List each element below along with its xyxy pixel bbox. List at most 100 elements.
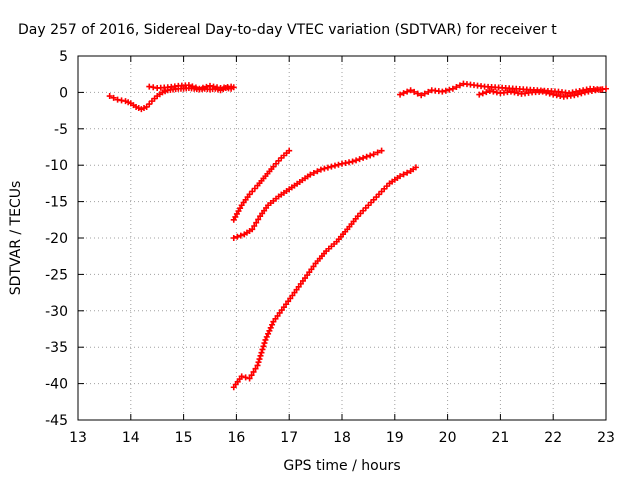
- data-point-marker: [267, 324, 274, 331]
- y-tick-label: -40: [45, 377, 68, 393]
- series-4: [230, 164, 419, 391]
- data-point-marker: [356, 156, 363, 163]
- series-6: [476, 85, 609, 100]
- y-tick-label: 5: [59, 49, 68, 65]
- x-tick-label: 13: [69, 430, 87, 446]
- series-3: [230, 147, 385, 241]
- data-point-marker: [571, 92, 578, 99]
- x-tick-label: 23: [597, 430, 615, 446]
- data-point-marker: [400, 90, 407, 97]
- data-point-marker: [248, 372, 255, 379]
- data-point-marker: [265, 330, 272, 337]
- data-point-marker: [425, 88, 432, 95]
- data-point-marker: [546, 90, 553, 97]
- data-point-marker: [397, 91, 404, 98]
- y-tick-label: 0: [59, 85, 68, 101]
- series-1: [146, 82, 235, 92]
- x-tick-label: 16: [227, 430, 245, 446]
- data-point-marker: [324, 164, 331, 171]
- data-point-marker: [453, 84, 460, 91]
- data-point-marker: [237, 232, 244, 239]
- x-tick-label: 14: [122, 430, 140, 446]
- data-point-marker: [483, 89, 490, 96]
- data-point-marker: [374, 149, 381, 156]
- data-point-marker: [258, 349, 265, 356]
- data-point-marker: [328, 163, 335, 170]
- data-point-marker: [234, 233, 241, 240]
- data-series: [106, 80, 609, 391]
- data-point-marker: [449, 85, 456, 92]
- data-point-marker: [238, 373, 245, 380]
- data-point-marker: [310, 169, 317, 176]
- data-point-marker: [418, 92, 425, 99]
- data-point-marker: [192, 84, 199, 91]
- data-point-marker: [286, 147, 293, 154]
- data-point-marker: [257, 352, 264, 359]
- data-point-marker: [242, 374, 249, 381]
- y-tick-label: -25: [45, 267, 68, 283]
- data-point-marker: [185, 82, 192, 89]
- data-point-marker: [230, 235, 237, 241]
- data-point-marker: [439, 88, 446, 95]
- data-point-marker: [203, 83, 210, 90]
- x-tick-label: 17: [280, 430, 298, 446]
- data-point-marker: [253, 219, 260, 226]
- data-point-marker: [252, 365, 259, 372]
- data-point-marker: [446, 86, 453, 93]
- data-point-marker: [397, 173, 404, 180]
- x-tick-label: 20: [439, 430, 457, 446]
- y-tick-label: -10: [45, 158, 68, 174]
- data-point-marker: [259, 346, 266, 353]
- data-point-marker: [307, 171, 314, 178]
- data-point-marker: [367, 152, 374, 159]
- data-point-marker: [314, 168, 321, 175]
- axis-ticks: 13 14 15 16 17 18 19 20 21 22 23 5 0 -5 -10 -15 -20 -25 -3…: [45, 49, 615, 446]
- x-tick-label: 22: [544, 430, 562, 446]
- chart-title: Day 257 of 2016, Sidereal Day-to-day VTE…: [18, 22, 557, 38]
- data-point-marker: [404, 169, 411, 176]
- data-point-marker: [378, 147, 385, 154]
- data-point-marker: [249, 226, 256, 233]
- x-tick-label: 21: [491, 430, 509, 446]
- data-point-marker: [360, 154, 367, 161]
- data-point-marker: [269, 321, 276, 328]
- data-point-marker: [266, 327, 273, 334]
- data-point-marker: [404, 88, 411, 95]
- data-point-marker: [603, 85, 609, 92]
- data-point-marker: [110, 94, 117, 101]
- data-point-marker: [578, 90, 585, 97]
- data-point-marker: [414, 90, 421, 97]
- data-point-marker: [196, 85, 203, 92]
- series-2: [230, 147, 293, 223]
- data-point-marker: [349, 158, 356, 165]
- data-point-marker: [539, 88, 546, 95]
- data-point-marker: [255, 359, 262, 366]
- data-point-marker: [543, 89, 550, 96]
- data-point-marker: [456, 82, 463, 89]
- data-point-marker: [321, 165, 328, 172]
- data-point-marker: [199, 84, 206, 91]
- data-point-marker: [442, 87, 449, 94]
- data-point-marker: [476, 91, 483, 98]
- y-tick-label: -30: [45, 304, 68, 320]
- data-point-marker: [407, 87, 414, 94]
- data-point-marker: [400, 171, 407, 178]
- x-tick-label: 15: [175, 430, 193, 446]
- data-point-marker: [335, 161, 342, 168]
- data-point-marker: [574, 91, 581, 98]
- data-point-marker: [260, 343, 267, 350]
- y-axis-title: SDTVAR / TECUs: [8, 181, 24, 296]
- data-point-marker: [256, 356, 263, 363]
- y-tick-label: -35: [45, 340, 68, 356]
- data-point-marker: [106, 93, 113, 100]
- data-point-marker: [411, 88, 418, 95]
- data-point-marker: [353, 157, 360, 164]
- x-tick-label: 19: [386, 430, 404, 446]
- data-point-marker: [250, 368, 257, 375]
- data-point-marker: [363, 153, 370, 160]
- data-point-marker: [262, 336, 269, 343]
- data-point-marker: [251, 222, 258, 229]
- x-tick-label: 18: [333, 430, 351, 446]
- data-point-marker: [261, 340, 268, 347]
- data-point-marker: [263, 333, 270, 340]
